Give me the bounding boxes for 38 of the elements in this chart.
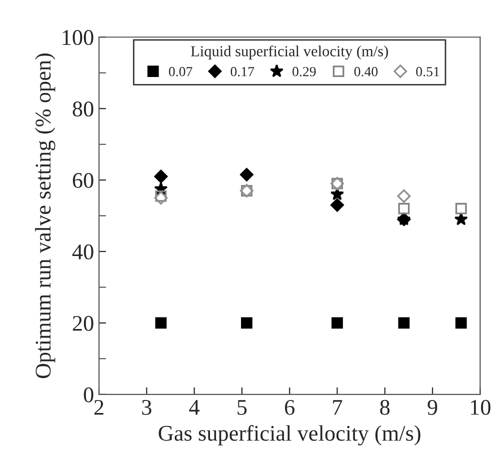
point [455, 202, 467, 214]
x-tick-label: 2 [94, 400, 104, 415]
x-tick-label: 5 [238, 400, 247, 415]
point [397, 189, 411, 203]
point [330, 187, 344, 200]
legend-label: 0.29 [292, 66, 316, 76]
point [154, 191, 168, 205]
y-tick-label: 60 [72, 172, 94, 188]
x-tick-label: 4 [189, 400, 200, 415]
point [241, 317, 252, 329]
point [155, 317, 167, 329]
point [155, 190, 167, 202]
y-tick-label: 40 [72, 244, 94, 260]
x-axis-title: Gas superficial velocity (m/s) [158, 424, 420, 446]
x-tick-label: 10 [470, 400, 490, 415]
point [154, 170, 168, 184]
point [332, 317, 343, 329]
x-tick-label: 3 [142, 400, 152, 415]
y-axis-title: Optimum run valve setting (% open) [35, 54, 56, 378]
y-tick-label: 20 [72, 316, 94, 331]
legend-title: Liquid superficial velocity (m/s) [190, 45, 388, 60]
point [240, 168, 254, 182]
legend-label: 0.07 [168, 66, 192, 76]
x-tick-label: 9 [428, 400, 438, 415]
x-tick-label: 8 [380, 400, 390, 415]
y-tick-label: 80 [72, 102, 94, 117]
point [454, 212, 468, 226]
x-tick-label: 7 [333, 400, 342, 415]
point [330, 198, 344, 212]
point [455, 317, 467, 329]
x-tick-label: 6 [284, 400, 294, 415]
legend-label: 0.51 [416, 66, 440, 76]
y-tick-label: 0 [84, 387, 94, 402]
y-tick-label: 100 [62, 30, 94, 46]
legend-label: 0.40 [354, 66, 378, 76]
point [398, 202, 410, 214]
point [398, 317, 410, 329]
legend-label: 0.17 [230, 66, 254, 76]
